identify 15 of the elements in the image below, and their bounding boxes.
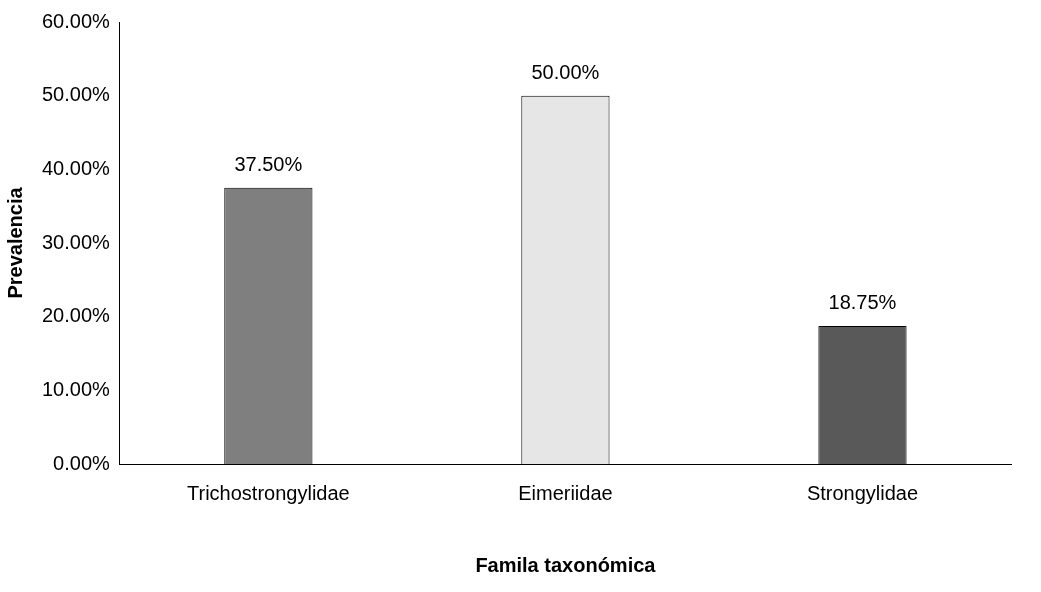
x-axis-title: Famila taxonómica: [475, 553, 657, 576]
y-tick-label: 0.00%: [53, 451, 111, 474]
data-label: 37.50%: [234, 153, 303, 176]
data-label: 50.00%: [531, 61, 600, 84]
y-tick-label: 30.00%: [41, 230, 111, 253]
y-tick-label: 50.00%: [41, 83, 111, 106]
x-tick-label: Strongylidae: [806, 481, 919, 504]
y-tick-label: 60.00%: [41, 9, 111, 32]
y-axis-title: Prevalencia: [3, 186, 26, 299]
x-tick-label: Trichostrongylidae: [187, 481, 350, 504]
y-tick-label: 10.00%: [41, 377, 111, 400]
data-label: 18.75%: [828, 291, 897, 314]
y-tick-label: 40.00%: [41, 156, 111, 179]
y-tick-label: 20.00%: [41, 304, 111, 327]
x-tick-label: Eimeriidae: [518, 481, 613, 504]
